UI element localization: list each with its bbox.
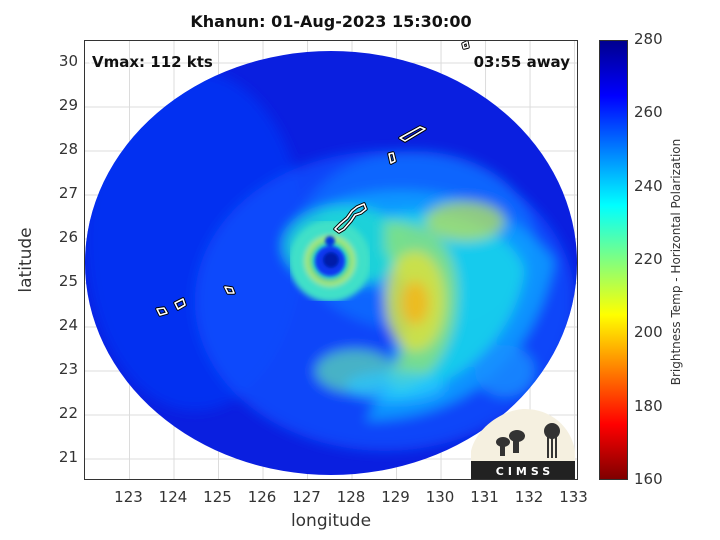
colorbar (599, 40, 628, 480)
plot-title: Khanun: 01-Aug-2023 15:30:00 (190, 12, 472, 31)
y-tick-label: 29 (58, 96, 78, 114)
colorbar-tick-label: 220 (634, 250, 663, 268)
y-axis-label: latitude (16, 227, 36, 293)
y-tick-label: 26 (58, 228, 78, 246)
cimss-logo (471, 409, 575, 479)
y-tick-label: 24 (58, 316, 78, 334)
y-tick-label: 21 (58, 448, 78, 466)
y-tick-label: 22 (58, 404, 78, 422)
colorbar-tick-label: 180 (634, 396, 663, 415)
colorbar-label: Brightness Temp - Horizontal Polarizatio… (669, 138, 683, 386)
x-tick-label: 128 (336, 488, 366, 506)
colorbar-tick-label: 200 (634, 323, 663, 342)
x-tick-label: 123 (114, 488, 143, 506)
colorbar-tick-label: 280 (634, 30, 663, 48)
vmax-label: Vmax: 112 kts (92, 53, 213, 71)
colorbar-tick-label: 240 (634, 176, 663, 195)
y-tick-label: 27 (58, 184, 78, 202)
brightness-temp-map (85, 41, 577, 479)
colorbar-tick-label: 160 (634, 470, 663, 488)
x-tick-label: 129 (381, 488, 410, 506)
map-axes (84, 40, 578, 480)
x-tick-label: 132 (514, 488, 544, 506)
x-tick-label: 131 (470, 488, 499, 506)
cimss-logo-text: CIMSS (495, 465, 555, 478)
x-tick-label: 133 (559, 488, 588, 506)
x-tick-label: 126 (247, 488, 277, 506)
coastlines (88, 41, 470, 317)
y-tick-label: 28 (58, 140, 78, 158)
x-tick-label: 127 (292, 488, 321, 506)
x-tick-label: 124 (158, 488, 188, 506)
y-tick-label: 25 (58, 272, 78, 290)
x-tick-label: 125 (203, 488, 232, 506)
y-tick-label: 23 (58, 360, 78, 378)
colorbar-tick-label: 260 (634, 103, 663, 122)
x-axis-label: longitude (290, 511, 372, 531)
time-away-label: 03:55 away (473, 53, 570, 71)
microwave-swath (85, 51, 577, 475)
y-tick-label: 30 (58, 52, 78, 70)
x-tick-label: 130 (425, 488, 455, 506)
